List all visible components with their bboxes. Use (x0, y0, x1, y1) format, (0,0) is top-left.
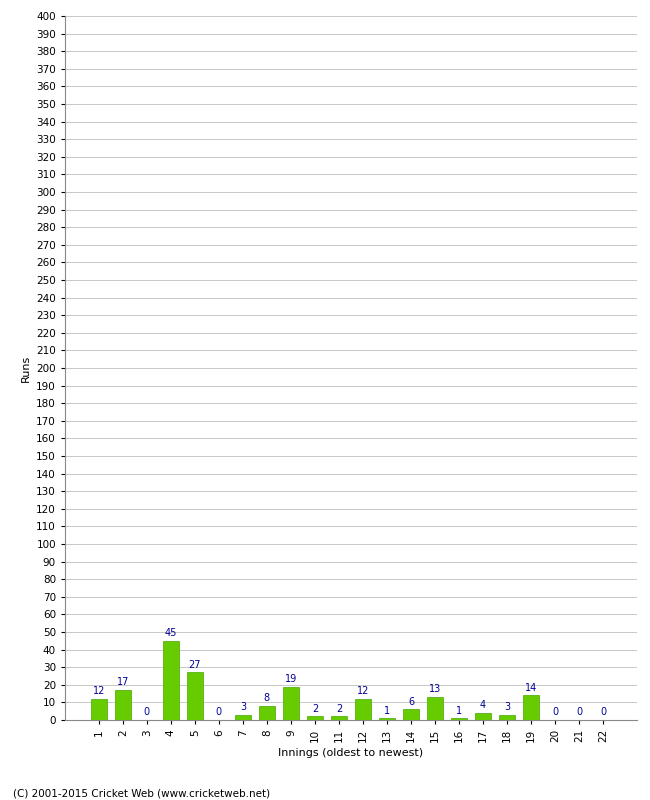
Text: 2: 2 (336, 704, 342, 714)
Text: 14: 14 (525, 682, 538, 693)
Text: 17: 17 (116, 678, 129, 687)
Text: 27: 27 (188, 660, 201, 670)
Bar (235, 714, 251, 720)
Text: 0: 0 (144, 707, 150, 718)
Text: 1: 1 (384, 706, 390, 715)
Text: 8: 8 (264, 694, 270, 703)
Bar (427, 697, 443, 720)
Text: 0: 0 (216, 707, 222, 718)
Bar (499, 714, 515, 720)
Bar (187, 673, 203, 720)
Text: (C) 2001-2015 Cricket Web (www.cricketweb.net): (C) 2001-2015 Cricket Web (www.cricketwe… (13, 788, 270, 798)
Text: 2: 2 (312, 704, 318, 714)
X-axis label: Innings (oldest to newest): Innings (oldest to newest) (278, 748, 424, 758)
Bar (163, 641, 179, 720)
Text: 3: 3 (240, 702, 246, 712)
Bar (451, 718, 467, 720)
Text: 0: 0 (552, 707, 558, 718)
Text: 45: 45 (164, 628, 177, 638)
Text: 1: 1 (456, 706, 462, 715)
Bar (379, 718, 395, 720)
Bar (523, 695, 539, 720)
Text: 3: 3 (504, 702, 510, 712)
Bar (332, 717, 347, 720)
Bar (307, 717, 323, 720)
Text: 12: 12 (92, 686, 105, 696)
Bar (91, 699, 107, 720)
Bar (403, 710, 419, 720)
Bar (283, 686, 299, 720)
Text: 12: 12 (357, 686, 369, 696)
Text: 4: 4 (480, 700, 486, 710)
Text: 0: 0 (576, 707, 582, 718)
Y-axis label: Runs: Runs (21, 354, 31, 382)
Bar (475, 713, 491, 720)
Text: 0: 0 (600, 707, 606, 718)
Bar (259, 706, 275, 720)
Text: 13: 13 (429, 685, 441, 694)
Text: 6: 6 (408, 697, 414, 707)
Bar (115, 690, 131, 720)
Text: 19: 19 (285, 674, 297, 684)
Bar (355, 699, 370, 720)
